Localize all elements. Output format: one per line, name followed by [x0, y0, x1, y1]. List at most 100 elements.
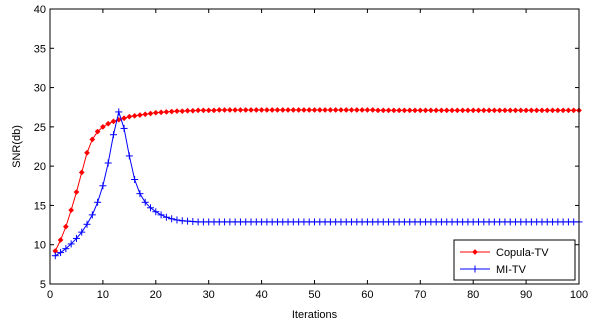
x-tick-label: 60 — [361, 289, 373, 301]
data-point — [72, 234, 80, 242]
data-point — [560, 107, 567, 114]
data-point — [173, 216, 181, 224]
data-point — [200, 107, 207, 114]
x-tick-label: 90 — [520, 289, 532, 301]
data-point — [126, 113, 133, 120]
data-point — [464, 107, 471, 114]
y-tick-label: 25 — [34, 122, 46, 134]
data-point — [152, 109, 159, 116]
data-point — [115, 108, 123, 116]
y-tick-label: 10 — [34, 240, 46, 252]
data-point — [88, 211, 96, 219]
data-point — [290, 107, 297, 113]
data-point — [131, 176, 139, 183]
data-point — [406, 107, 413, 114]
data-point — [327, 107, 334, 113]
data-point — [285, 107, 292, 113]
data-point — [109, 131, 117, 139]
data-point — [141, 198, 149, 206]
x-tick-label: 30 — [203, 289, 215, 301]
data-point — [142, 111, 149, 118]
data-point — [311, 107, 318, 113]
data-point — [480, 107, 487, 114]
data-point — [449, 107, 455, 114]
data-point — [359, 107, 366, 113]
x-tick-label: 70 — [414, 289, 426, 301]
plot-frame — [49, 8, 580, 285]
data-point — [475, 107, 482, 114]
data-point — [89, 136, 96, 143]
data-point — [57, 237, 64, 243]
legend-label: Copula-TV — [496, 247, 549, 259]
data-point — [184, 107, 191, 114]
data-point — [62, 245, 70, 253]
y-tick-label: 5 — [40, 279, 46, 291]
data-point — [168, 108, 175, 115]
legend-label: MI-TV — [496, 264, 527, 276]
x-tick-label: 0 — [47, 289, 53, 301]
data-point — [162, 213, 170, 221]
legend: Copula-TV MI-TV — [453, 239, 576, 281]
data-point — [174, 108, 180, 115]
data-point — [94, 198, 102, 206]
data-point — [105, 120, 112, 127]
data-point — [438, 107, 445, 114]
data-point — [486, 107, 493, 114]
series-layer — [51, 107, 583, 260]
data-point — [454, 107, 461, 114]
legend-marker — [471, 265, 479, 273]
data-point — [94, 128, 101, 135]
x-tick-label: 50 — [308, 289, 320, 301]
data-point — [57, 249, 65, 257]
data-point — [348, 107, 355, 113]
plot-background — [50, 9, 579, 284]
data-point — [322, 107, 329, 113]
series-copula-tv — [52, 107, 582, 254]
axis-ticks: 0 10 20 30 40 50 60 70 80 90 100 5 10 15 20 25 30 35 40 — [34, 4, 588, 301]
data-point — [232, 107, 239, 113]
data-point — [248, 107, 254, 113]
data-point — [364, 107, 371, 113]
data-point — [369, 107, 376, 113]
x-tick-label: 40 — [255, 289, 267, 301]
data-point — [51, 252, 59, 260]
data-point — [253, 107, 260, 113]
data-point — [221, 107, 228, 113]
data-point — [157, 211, 165, 219]
series-mi-tv — [51, 108, 583, 260]
data-point — [67, 240, 75, 248]
data-point — [136, 190, 144, 198]
data-point — [68, 207, 75, 214]
data-point — [179, 108, 186, 115]
data-point — [316, 107, 323, 113]
data-point — [83, 220, 91, 228]
data-point — [258, 107, 265, 113]
data-point — [78, 228, 86, 236]
data-point — [158, 109, 165, 116]
y-tick-label: 40 — [34, 4, 46, 16]
data-point — [147, 204, 155, 212]
data-point — [539, 107, 545, 114]
data-point — [412, 107, 418, 114]
data-point — [136, 112, 143, 119]
legend-item: MI-TV — [460, 264, 527, 276]
data-point — [84, 149, 90, 156]
data-point — [443, 107, 450, 114]
data-point — [470, 107, 477, 114]
data-point — [401, 107, 408, 114]
data-point — [306, 107, 313, 113]
data-point — [120, 124, 128, 132]
data-point — [163, 108, 170, 115]
y-tick-label: 15 — [34, 200, 46, 212]
data-point — [570, 107, 577, 114]
x-axis-label: Iterations — [292, 309, 338, 321]
data-point — [274, 107, 281, 113]
data-point — [279, 107, 286, 113]
data-point — [226, 107, 233, 113]
data-point — [131, 112, 138, 119]
legend-marker — [472, 249, 478, 255]
data-point — [459, 107, 466, 114]
data-point — [422, 107, 429, 114]
data-point — [99, 123, 106, 130]
data-point — [433, 107, 440, 114]
